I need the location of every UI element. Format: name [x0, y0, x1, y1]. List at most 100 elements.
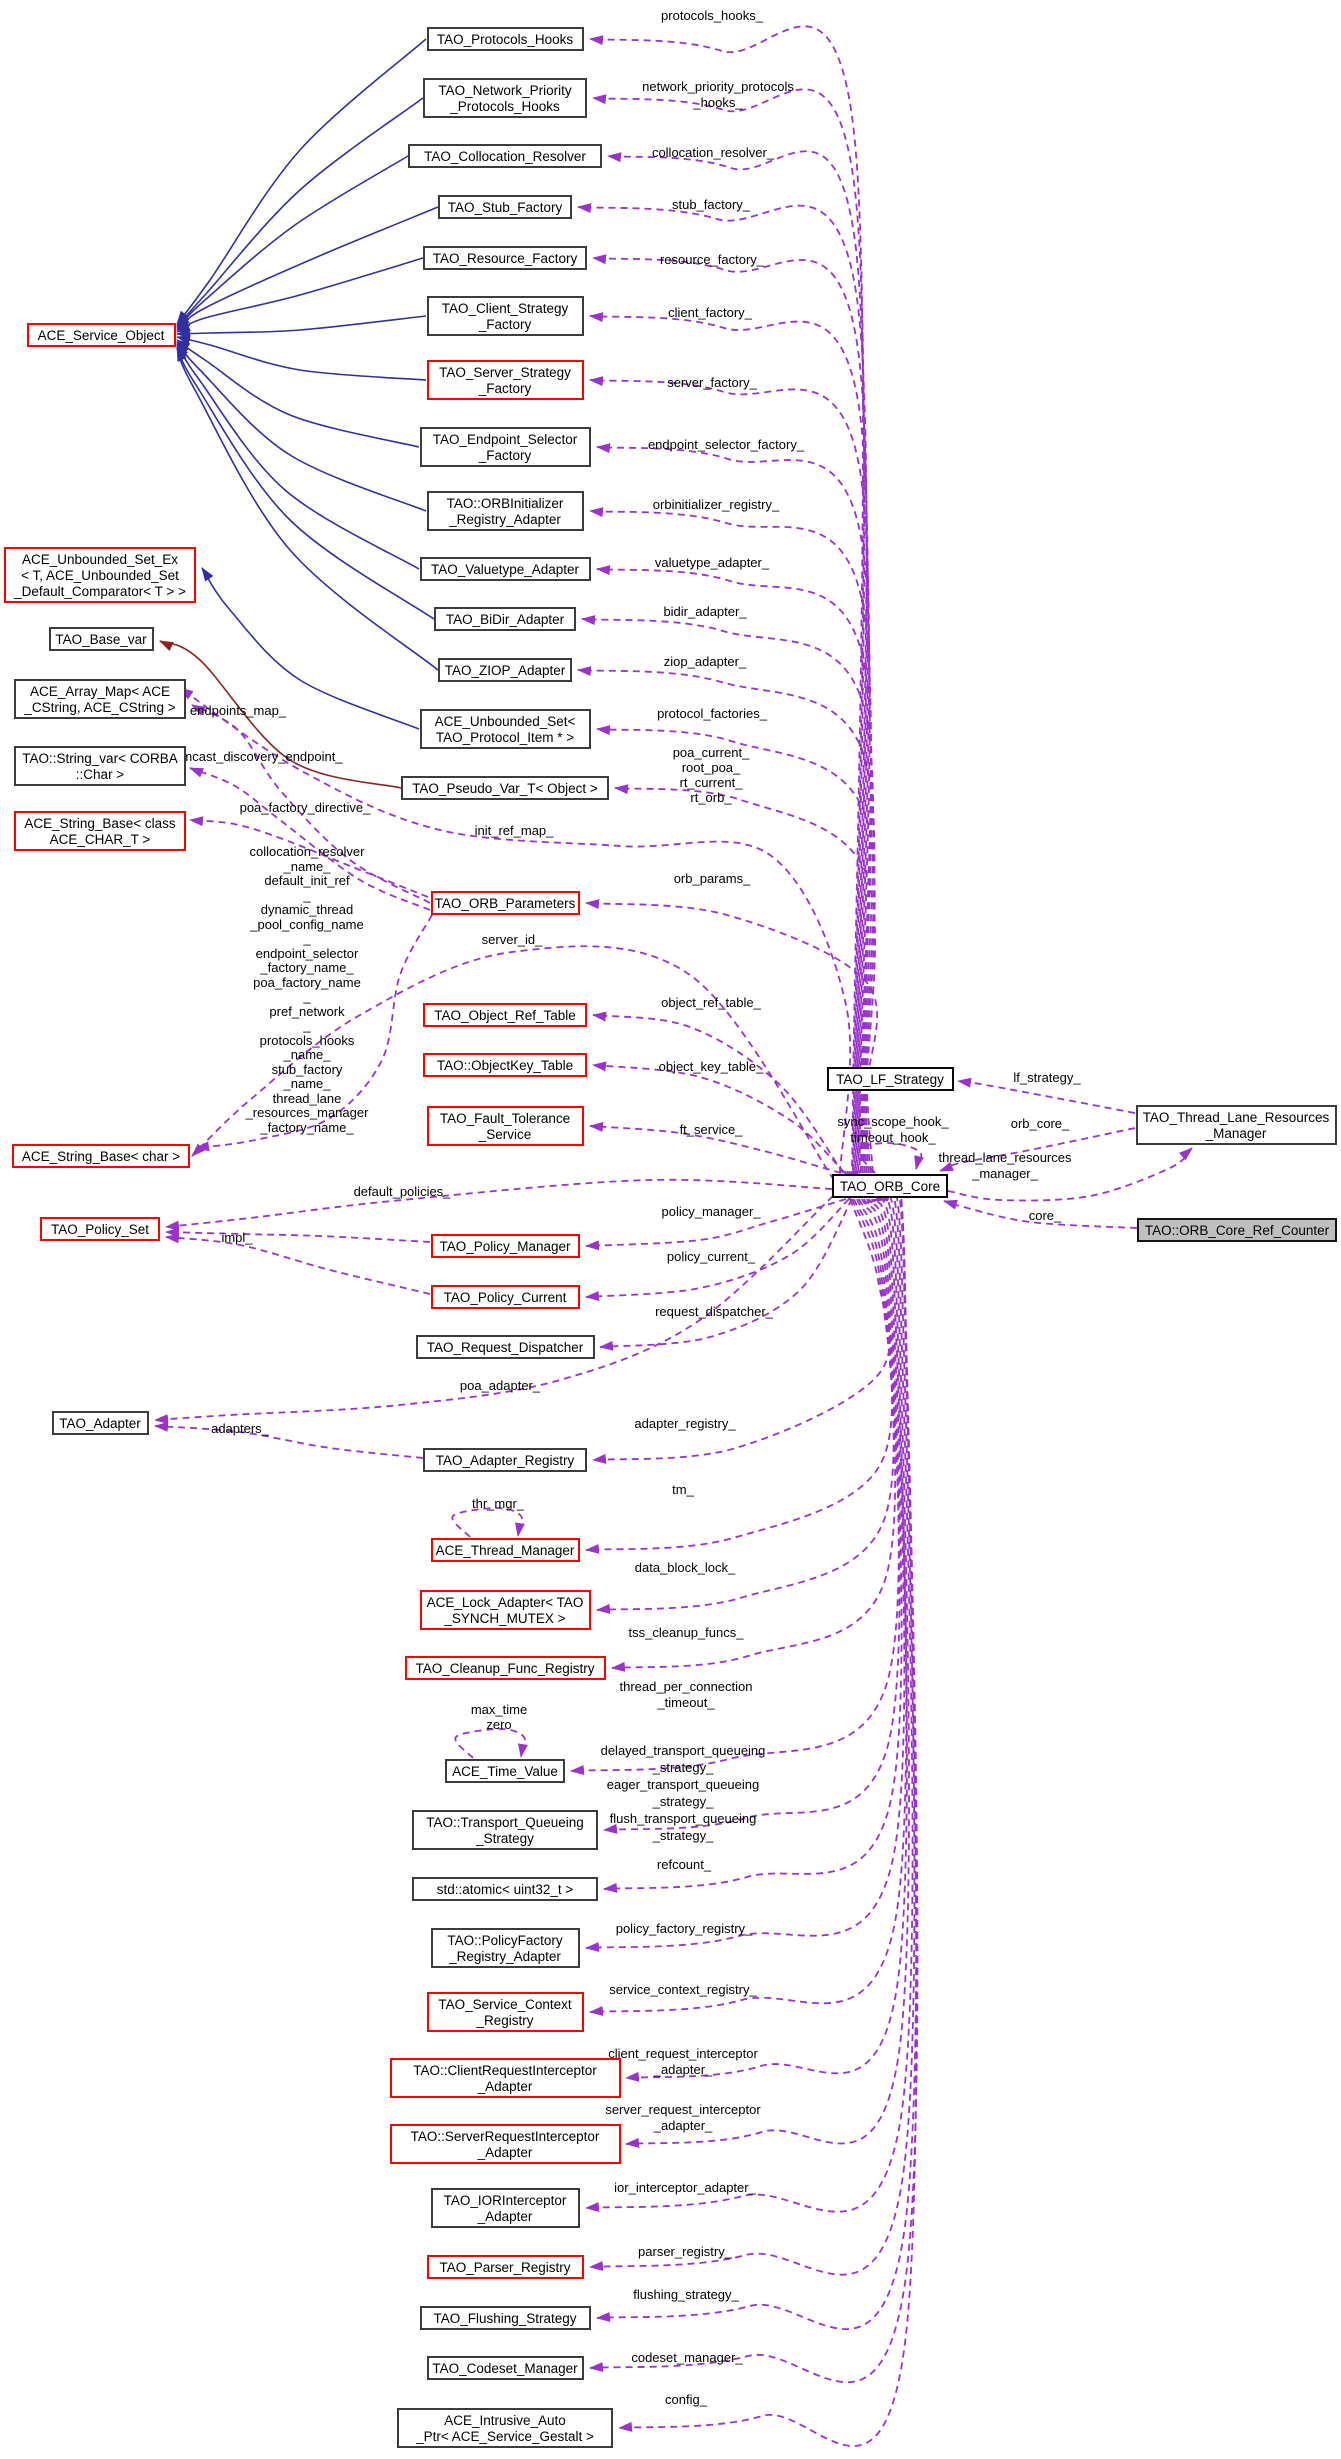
- class-node-tao-cleanup-func-registry[interactable]: TAO_Cleanup_Func_Registry: [404, 1656, 606, 1680]
- edge-label-orb-parameters-strings: collocation_resolver _name_ default_init_r…: [245, 844, 369, 1135]
- edge-parser-registry: [589, 1182, 916, 2276]
- class-node-tao-lf-strategy[interactable]: TAO_LF_Strategy: [826, 1067, 954, 1091]
- class-node-ace-unbounded-set-protocol-item[interactable]: ACE_Unbounded_Set< TAO_Protocol_Item * >: [419, 709, 591, 749]
- class-node-tao-objectkey-table[interactable]: TAO::ObjectKey_Table: [423, 1053, 587, 1077]
- edge-label-server-request-interceptor-adapter: server_request_interceptor _adapter_: [605, 2102, 761, 2133]
- edge-label-policy-manager: policy_manager_: [661, 1204, 761, 1219]
- class-node-tao-request-dispatcher[interactable]: TAO_Request_Dispatcher: [415, 1335, 595, 1359]
- class-node-tao-endpoint-selector-factory[interactable]: TAO_Endpoint_Selector _Factory: [419, 427, 591, 467]
- class-node-tao-collocation-resolver[interactable]: TAO_Collocation_Resolver: [408, 144, 602, 168]
- class-node-ace-service-object[interactable]: ACE_Service_Object: [26, 323, 176, 347]
- class-node-ace-thread-manager[interactable]: ACE_Thread_Manager: [430, 1538, 580, 1562]
- edge-orb-core: [939, 1127, 1136, 1172]
- class-node-ace-array-map[interactable]: ACE_Array_Map< ACE _CString, ACE_CString …: [14, 679, 186, 719]
- class-node-ace-time-value[interactable]: ACE_Time_Value: [445, 1759, 565, 1783]
- edge-inherit-client-strategy: [176, 315, 427, 339]
- edge-label-object-key-table: object_key_table_: [658, 1059, 764, 1074]
- edge-inherit-protocols-hooks: [176, 38, 427, 325]
- class-node-tao-parser-registry[interactable]: TAO_Parser_Registry: [426, 2255, 584, 2279]
- class-node-ace-unbounded-set-ex[interactable]: ACE_Unbounded_Set_Ex < T, ACE_Unbounded_S…: [4, 547, 196, 603]
- edge-tss-cleanup-funcs: [611, 1198, 897, 1672]
- edge-label-client-request-interceptor-adapter: client_request_interceptor _adapter_: [608, 2046, 758, 2077]
- class-node-ace-intrusive-auto-ptr[interactable]: ACE_Intrusive_Auto _Ptr< ACE_Service_Gest…: [397, 2408, 613, 2448]
- edge-inherit-stub-factory: [176, 206, 439, 331]
- edge-thr-mgr-loop: [451, 1507, 525, 1538]
- edge-impl-manager: [165, 1227, 431, 1243]
- edge-label-core: core_: [1028, 1208, 1062, 1223]
- edge-thread-per-connection-timeout: [570, 1198, 900, 1776]
- edge-poa-current: [614, 784, 876, 1174]
- edge-max-time-zero-loop: [454, 1728, 528, 1759]
- edge-label-thr-mgr: thr_mgr_: [471, 1496, 525, 1511]
- edge-label-tm: tm_: [672, 1482, 694, 1497]
- edge-tm: [585, 1198, 893, 1554]
- class-node-ace-lock-adapter[interactable]: ACE_Lock_Adapter< TAO _SYNCH_MUTEX >: [419, 1590, 591, 1630]
- class-node-tao-adapter-registry[interactable]: TAO_Adapter_Registry: [423, 1448, 587, 1472]
- class-node-tao-orb-parameters[interactable]: TAO_ORB_Parameters: [430, 891, 580, 915]
- edge-data-block-lock: [596, 1198, 895, 1614]
- class-node-tao-stub-factory[interactable]: TAO_Stub_Factory: [438, 195, 572, 219]
- edge-label-thread-per-connection-timeout: thread_per_connection _timeout_: [619, 1679, 753, 1710]
- class-node-std-atomic-uint32[interactable]: std::atomic< uint32_t >: [412, 1877, 598, 1901]
- edge-ziop-adapter: [577, 666, 876, 1174]
- edge-refcount: [603, 1198, 903, 1893]
- edge-label-endpoints-map: endpoints_map_: [189, 703, 287, 718]
- edge-policy-factory-registry: [585, 1198, 906, 1952]
- class-node-tao-iorinterceptor-adapter[interactable]: TAO_IORInterceptor _Adapter: [430, 2188, 580, 2228]
- class-node-tao-codeset-manager[interactable]: TAO_Codeset_Manager: [426, 2356, 584, 2380]
- edge-label-orb-core: orb_core_: [1010, 1116, 1070, 1131]
- edge-default-policies: [165, 1178, 833, 1231]
- class-node-tao-service-context-registry[interactable]: TAO_Service_Context _Registry: [426, 1992, 584, 2032]
- edge-inherit-ziop: [176, 347, 439, 671]
- class-node-tao-adapter[interactable]: TAO_Adapter: [51, 1411, 149, 1435]
- class-node-tao-fault-tolerance-service[interactable]: TAO_Fault_Tolerance _Service: [426, 1106, 584, 1146]
- edge-client-request-interceptor-adapter: [625, 1193, 908, 2082]
- edge-label-thread-lane-resources-manager: thread_lane_resources _manager_: [938, 1150, 1072, 1181]
- class-node-tao-valuetype-adapter[interactable]: TAO_Valuetype_Adapter: [419, 557, 591, 581]
- class-node-tao-policyfactory-registry-adapter[interactable]: TAO::PolicyFactory _Registry_Adapter: [430, 1928, 580, 1968]
- class-node-tao-orb-core[interactable]: TAO_ORB_Core: [832, 1174, 948, 1198]
- class-node-tao-network-priority-protocols-hooks[interactable]: TAO_Network_Priority _Protocols_Hooks: [423, 78, 587, 118]
- class-node-tao-resource-factory[interactable]: TAO_Resource_Factory: [423, 246, 587, 270]
- edge-inherit-bidir: [176, 345, 435, 620]
- class-node-tao-pseudo-var-t-object[interactable]: TAO_Pseudo_Var_T< Object >: [401, 776, 609, 800]
- edge-label-tss-cleanup-funcs: tss_cleanup_funcs_: [628, 1625, 744, 1640]
- class-node-tao-ziop-adapter[interactable]: TAO_ZIOP_Adapter: [438, 658, 572, 682]
- class-node-ace-string-base-char[interactable]: ACE_String_Base< char >: [12, 1144, 190, 1168]
- edge-service-context-registry: [589, 1197, 908, 2016]
- class-node-tao-clientrequestinterceptor-adapter[interactable]: TAO::ClientRequestInterceptor _Adapter: [389, 2058, 621, 2098]
- class-node-tao-policy-current[interactable]: TAO_Policy_Current: [430, 1285, 580, 1309]
- class-node-ace-string-base-wide[interactable]: ACE_String_Base< class ACE_CHAR_T >: [14, 811, 186, 851]
- edge-resource-factory: [592, 254, 868, 1185]
- class-node-tao-client-strategy-factory[interactable]: TAO_Client_Strategy _Factory: [426, 296, 584, 336]
- edge-label-parser-registry: parser_registry_: [638, 2244, 732, 2259]
- class-node-tao-string-var-corba-char[interactable]: TAO::String_var< CORBA::Char >: [14, 746, 186, 786]
- edge-label-orbinitializer-registry: orbinitializer_registry_: [652, 497, 780, 512]
- class-node-tao-bidir-adapter[interactable]: TAO_BiDir_Adapter: [434, 607, 576, 631]
- class-node-tao-base-var[interactable]: TAO_Base_var: [48, 627, 154, 651]
- edge-policy-current: [585, 1198, 850, 1301]
- class-node-tao-server-strategy-factory[interactable]: TAO_Server_Strategy _Factory: [426, 360, 584, 400]
- class-node-tao-policy-manager[interactable]: TAO_Policy_Manager: [430, 1234, 580, 1258]
- class-node-tao-transport-queueing-strategy[interactable]: TAO::Transport_Queueing _Strategy: [412, 1810, 598, 1850]
- edge-label-protocol-factories: protocol_factories_: [657, 706, 767, 721]
- edge-server-factory: [589, 376, 870, 1178]
- class-node-tao-object-ref-table[interactable]: TAO_Object_Ref_Table: [423, 1003, 587, 1027]
- edge-label-poa-factory-directive: poa_factory_directive_: [239, 800, 371, 815]
- class-node-tao-thread-lane-resources-manager[interactable]: TAO_Thread_Lane_Resources _Manager: [1135, 1105, 1337, 1145]
- edge-label-endpoint-selector-factory: endpoint_selector_factory_: [647, 437, 805, 452]
- edge-label-network-priority-protocols-hooks: network_priority_protocols _hooks_: [642, 79, 794, 110]
- edge-label-flushing-strategy: flushing_strategy_: [633, 2287, 739, 2302]
- class-node-tao-orbinitializer-registry-adapter[interactable]: TAO::ORBInitializer _Registry_Adapter: [426, 491, 584, 531]
- edge-adapters: [154, 1421, 424, 1459]
- edge-orbinitializer-registry: [589, 507, 872, 1173]
- class-node-tao-policy-set[interactable]: TAO_Policy_Set: [40, 1217, 160, 1241]
- edge-label-adapters: adapters_: [211, 1421, 269, 1436]
- class-node-tao-orb-core-ref-counter[interactable]: TAO::ORB_Core_Ref_Counter: [1137, 1218, 1337, 1242]
- class-node-tao-serverrequestinterceptor-adapter[interactable]: TAO::ServerRequestInterceptor _Adapter: [389, 2124, 621, 2164]
- class-node-tao-protocols-hooks[interactable]: TAO_Protocols_Hooks: [426, 27, 584, 51]
- edge-transport-queueing: [603, 1198, 901, 1834]
- class-node-tao-flushing-strategy[interactable]: TAO_Flushing_Strategy: [419, 2306, 591, 2330]
- edge-thread-lane-resources-manager: [947, 1147, 1193, 1202]
